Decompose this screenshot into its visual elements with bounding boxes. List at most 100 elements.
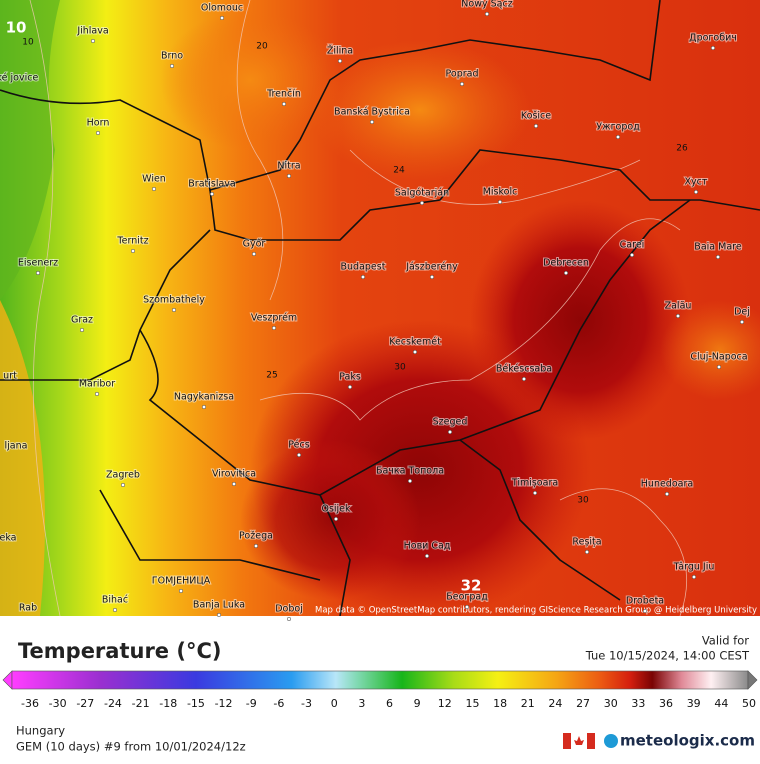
city-dot bbox=[419, 200, 425, 206]
city-dot bbox=[35, 270, 41, 276]
city-label: Bihać bbox=[102, 595, 128, 606]
city-dot bbox=[369, 119, 375, 125]
city-label: Graz bbox=[71, 315, 93, 326]
city-dot bbox=[675, 313, 681, 319]
contour-label: 32 bbox=[461, 577, 482, 595]
city-dot bbox=[429, 274, 435, 280]
colorbar-tick-label: 50 bbox=[742, 697, 756, 710]
contour-label: 10 bbox=[6, 19, 27, 37]
city-dot bbox=[642, 608, 648, 614]
city-dot bbox=[333, 516, 339, 522]
city-label: Virovitica bbox=[212, 469, 256, 480]
city-dot bbox=[521, 376, 527, 382]
city-dot bbox=[693, 189, 699, 195]
city-dot bbox=[169, 63, 175, 69]
city-dot bbox=[424, 553, 430, 559]
city-dot bbox=[412, 349, 418, 355]
canada-flag bbox=[563, 733, 595, 749]
city-label: ГОМЈЕНИЦА bbox=[152, 576, 211, 587]
city-dot bbox=[112, 607, 118, 613]
city-label: Нови Сад bbox=[404, 541, 451, 552]
colorbar-tick-label: -36 bbox=[21, 697, 39, 710]
contour-label: 30 bbox=[577, 496, 589, 506]
city-label: Wien bbox=[142, 174, 166, 185]
city-dot bbox=[563, 270, 569, 276]
city-dot bbox=[151, 186, 157, 192]
colorbar-tick-label: 21 bbox=[521, 697, 535, 710]
colorbar-tick-label: 6 bbox=[386, 697, 393, 710]
city-dot bbox=[716, 364, 722, 370]
city-dot bbox=[201, 404, 207, 410]
city-label: Baia Mare bbox=[694, 242, 742, 253]
city-dot bbox=[629, 252, 635, 258]
city-dot bbox=[360, 274, 366, 280]
colorbar-tick-label: -6 bbox=[273, 697, 284, 710]
city-label: Zalău bbox=[665, 301, 692, 312]
colorbar-tick-label: -27 bbox=[76, 697, 94, 710]
contour-label: 25 bbox=[266, 371, 277, 381]
city-dot bbox=[209, 191, 215, 197]
colorbar-tick-label: -12 bbox=[215, 697, 233, 710]
city-label: Košice bbox=[521, 111, 551, 122]
warm-zone bbox=[660, 300, 760, 400]
colorbar-tick-label: -18 bbox=[159, 697, 177, 710]
city-dot bbox=[286, 173, 292, 179]
city-dot bbox=[584, 549, 590, 555]
city-label: Хуст bbox=[685, 177, 708, 188]
map bbox=[0, 0, 760, 616]
city-label: Zagreb bbox=[106, 470, 140, 481]
city-label: Paks bbox=[339, 372, 361, 383]
city-label: Cluj-Napoca bbox=[690, 352, 747, 363]
city-dot bbox=[253, 543, 259, 549]
city-label: Budapest bbox=[341, 262, 386, 273]
city-label: Drobeta bbox=[626, 596, 664, 607]
city-label: Timișoara bbox=[511, 478, 558, 489]
city-dot bbox=[95, 130, 101, 136]
colorbar-tick-label: 44 bbox=[714, 697, 728, 710]
city-label: Бачка Топола bbox=[376, 466, 444, 477]
city-label: Poprad bbox=[446, 69, 479, 80]
colorbar-tick-label: 9 bbox=[414, 697, 421, 710]
city-dot bbox=[286, 616, 292, 622]
city-dot bbox=[407, 478, 413, 484]
brand: meteologix.com bbox=[620, 732, 755, 750]
city-label: Rab bbox=[19, 603, 37, 614]
city-label: Carei bbox=[620, 240, 645, 251]
city-label: Bratislava bbox=[188, 179, 235, 190]
city-label: Nitra bbox=[277, 161, 300, 172]
city-dot bbox=[484, 11, 490, 17]
city-label: Požega bbox=[239, 531, 273, 542]
city-label: Târgu Jiu bbox=[673, 562, 715, 573]
city-dot bbox=[533, 123, 539, 129]
colorbar-tick-label: 39 bbox=[687, 697, 701, 710]
city-dot bbox=[532, 490, 538, 496]
city-dot bbox=[219, 15, 225, 21]
city-dot bbox=[296, 452, 302, 458]
city-label: Szombathely bbox=[143, 295, 205, 306]
contour-label: 10 bbox=[22, 38, 34, 48]
city-dot bbox=[178, 588, 184, 594]
region: Hungary bbox=[16, 724, 65, 738]
city-dot bbox=[171, 307, 177, 313]
legend-title: Temperature (°C) bbox=[18, 639, 221, 663]
city-label: Győr bbox=[243, 239, 266, 250]
colorbar-tick-label: 3 bbox=[358, 697, 365, 710]
city-dot bbox=[216, 612, 222, 618]
cool-zone bbox=[0, 300, 45, 616]
city-label: Hunedoara bbox=[641, 479, 693, 490]
city-label: urt bbox=[3, 371, 17, 382]
city-label: Szeged bbox=[433, 417, 468, 428]
colorbar-tick-label: -15 bbox=[187, 697, 205, 710]
city-label: Banja Luka bbox=[193, 600, 245, 611]
contour-label: 20 bbox=[256, 42, 268, 52]
colorbar-tick-label: 27 bbox=[576, 697, 590, 710]
model-run: GEM (10 days) #9 from 10/01/2024/12z bbox=[16, 740, 246, 754]
attribution: Map data © OpenStreetMap contributors, r… bbox=[315, 606, 757, 616]
colorbar-tick-label: 18 bbox=[493, 697, 507, 710]
colorbar-tick-label: 15 bbox=[465, 697, 479, 710]
isotherms bbox=[29, 0, 688, 616]
city-label: Reșița bbox=[572, 537, 601, 548]
colorbar-arrow bbox=[747, 670, 758, 690]
valid-label: Valid for bbox=[702, 634, 749, 648]
city-dot bbox=[739, 319, 745, 325]
